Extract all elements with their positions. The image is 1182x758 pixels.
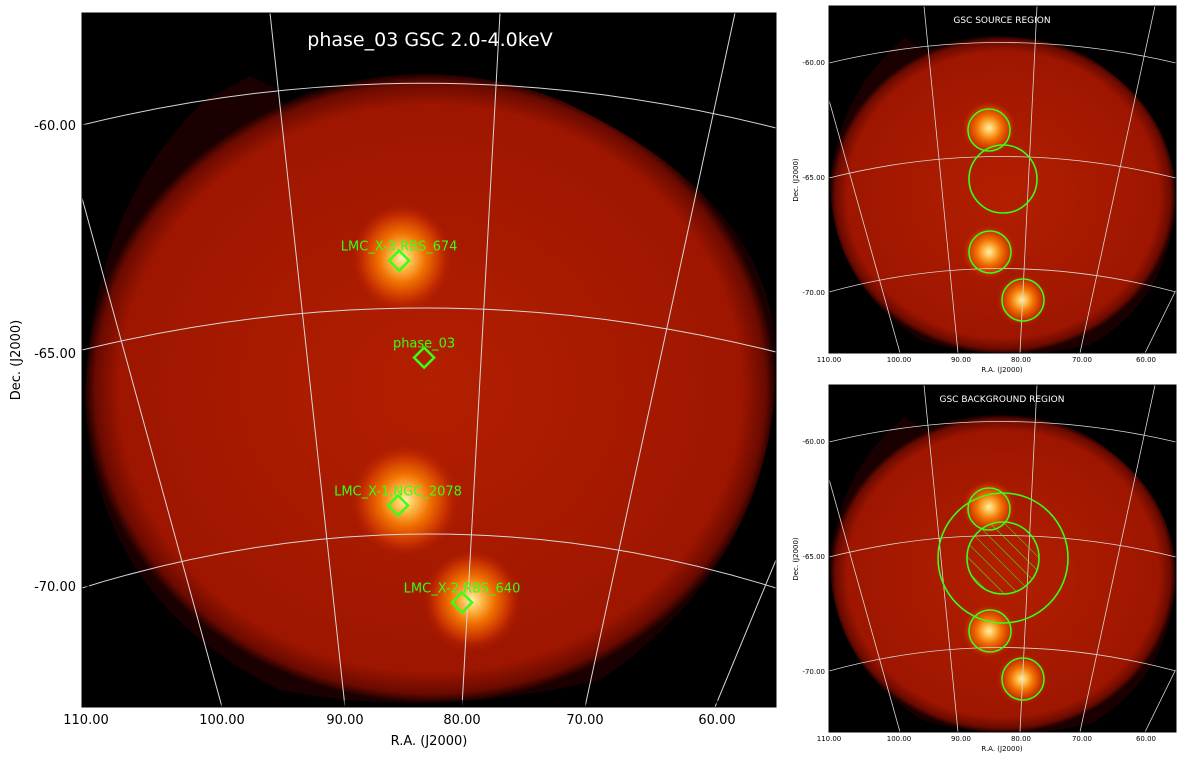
source-marker-label: LMC_X-1,NGC_2078 [334,484,462,499]
background-dec-tick-labels: -60.00 -65.00 -70.00 [802,438,825,676]
source-region-circle [967,108,1011,152]
exposure-disk [85,73,776,703]
source-marker-label: LMC_X-2,RBS_640 [404,581,521,596]
main-x-axis-label: R.A. (J2000) [391,734,468,749]
source-region-panel: GSC SOURCE REGION 110.00 100.00 90.00 80… [792,5,1177,374]
source-blob-lmc-x1 [349,442,461,558]
background-ra-tick-label: 90.00 [951,735,971,743]
background-y-axis-label: Dec. (J2000) [792,537,800,581]
background-ra-tick-label: 60.00 [1136,735,1156,743]
background-ra-tick-label: 110.00 [817,735,842,743]
main-frame [81,12,777,708]
background-exclusion-circle [1001,657,1045,701]
main-ra-tick-label: 90.00 [326,713,363,728]
source-ra-tick-label: 70.00 [1072,356,1092,364]
background-x-axis-label: R.A. (J2000) [981,745,1023,753]
source-frame [828,5,1177,354]
main-panel: phase_03 GSC 2.0-4.0keV LMC_X-3,RBS_674p… [9,12,777,749]
background-annulus-inner [966,521,1040,595]
source-y-axis-label: Dec. (J2000) [792,158,800,202]
source-dec-tick-labels: -60.00 -65.00 -70.00 [802,59,825,297]
main-ra-tick-label: 70.00 [566,713,603,728]
main-ra-tick-label: 100.00 [199,713,245,728]
source-dec-tick-label: -70.00 [802,289,825,297]
source-blob-lmc-x2-small [996,274,1048,326]
main-coordinate-grid [82,13,776,707]
main-ra-tick-label: 80.00 [443,713,480,728]
main-ra-tick-label: 60.00 [698,713,735,728]
main-y-axis-label: Dec. (J2000) [9,320,24,400]
source-marker-label: phase_03 [393,337,455,352]
background-region-panel: GSC BACKGROUND REGION 110.00 100.00 90.0… [792,384,1177,753]
source-marker-diamond [386,493,410,518]
main-ticks [82,124,718,707]
background-exclusion-circle [968,609,1012,653]
source-dec-tick-label: -65.00 [802,174,825,182]
background-regions [937,487,1069,701]
main-dec-tick-label: -70.00 [34,580,76,595]
background-dec-tick-label: -60.00 [802,438,825,446]
source-region-circle [968,144,1038,214]
background-image [829,385,1176,732]
source-coordinate-grid [829,6,1176,353]
background-dec-tick-label: -65.00 [802,553,825,561]
main-title: phase_03 GSC 2.0-4.0keV [307,29,552,51]
source-x-axis-label: R.A. (J2000) [981,366,1023,374]
background-ra-tick-labels: 110.00 100.00 90.00 80.00 70.00 60.00 [817,735,1156,743]
source-ra-tick-label: 80.00 [1011,356,1031,364]
source-marker-diamond [387,248,411,273]
background-exclusion-circle [967,487,1011,531]
background-frame [828,384,1177,733]
background-blob-lmc-x2-small [996,653,1048,705]
main-source-markers: LMC_X-3,RBS_674 phase_03 LMC_X-1,NGC_2078 L… [334,240,521,615]
source-ra-tick-label: 90.00 [951,356,971,364]
source-dec-tick-label: -60.00 [802,59,825,67]
main-dec-tick-label: -65.00 [34,347,76,362]
source-marker-diamond [450,590,474,615]
source-ra-tick-labels: 110.00 100.00 90.00 80.00 70.00 60.00 [817,356,1156,364]
source-blob-lmc-x3 [350,202,454,314]
source-marker-diamond [412,345,436,370]
source-ra-tick-label: 110.00 [817,356,842,364]
background-panel-title: GSC BACKGROUND REGION [940,395,1065,405]
main-dec-tick-label: -60.00 [34,119,76,134]
main-ra-tick-label: 110.00 [63,713,109,728]
source-regions [967,108,1045,322]
background-excluded-hatch [967,522,1039,594]
main-ra-tick-labels: 110.00 100.00 90.00 80.00 70.00 60.00 [63,713,735,728]
background-ra-tick-label: 70.00 [1072,735,1092,743]
background-ra-tick-label: 80.00 [1011,735,1031,743]
background-dec-tick-label: -70.00 [802,668,825,676]
source-ra-tick-label: 60.00 [1136,356,1156,364]
source-marker-label: LMC_X-3,RBS_674 [341,240,458,255]
main-dec-tick-labels: -60.00 -65.00 -70.00 [34,119,76,595]
source-region-circle [968,230,1012,274]
source-panel-title: GSC SOURCE REGION [953,16,1050,26]
main-image [82,13,776,707]
source-blob-lmc-x2 [422,548,522,652]
source-ra-tick-label: 100.00 [887,356,912,364]
source-region-circle [1001,278,1045,322]
source-image [829,6,1176,353]
background-ra-tick-label: 100.00 [887,735,912,743]
